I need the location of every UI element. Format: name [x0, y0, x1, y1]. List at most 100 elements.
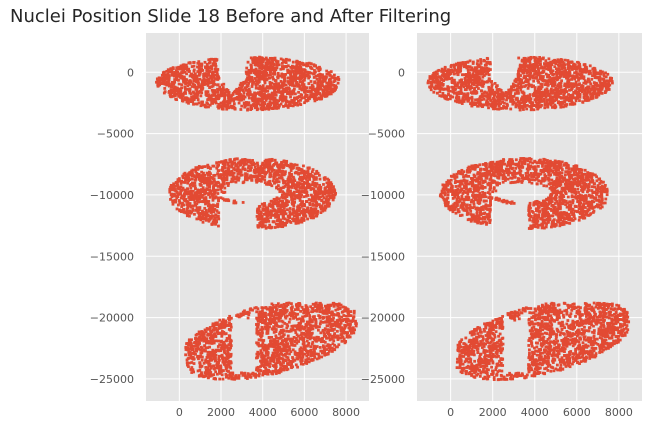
scatter-point — [327, 204, 331, 208]
scatter-point — [309, 80, 313, 83]
scatter-point — [295, 167, 299, 170]
scatter-point — [322, 91, 325, 95]
scatter-point — [182, 63, 186, 67]
scatter-point — [224, 100, 228, 104]
scatter-point — [195, 77, 199, 81]
scatter-point — [178, 201, 182, 205]
scatter-point — [268, 86, 271, 90]
scatter-point — [267, 103, 271, 107]
scatter-point — [324, 91, 328, 95]
scatter-point — [308, 95, 312, 99]
scatter-point — [269, 95, 273, 99]
scatter-point — [256, 82, 259, 86]
scatter-point — [209, 172, 212, 176]
scatter-point — [273, 89, 276, 92]
scatter-point — [222, 175, 226, 179]
scatter-point — [217, 199, 220, 203]
scatter-point — [270, 167, 274, 171]
scatter-point — [238, 89, 241, 93]
scatter-point — [298, 64, 302, 68]
scatter-point — [206, 65, 210, 69]
scatter-point — [311, 202, 315, 206]
scatter-point — [304, 93, 308, 97]
scatter-point — [187, 99, 191, 102]
scatter-point — [242, 91, 246, 95]
scatter-point — [203, 206, 207, 210]
scatter-point — [199, 104, 203, 108]
scatter-point — [250, 107, 253, 111]
scatter-point — [227, 91, 231, 94]
scatter-point — [329, 181, 333, 184]
scatter-point — [254, 170, 258, 174]
scatter-point — [300, 70, 304, 74]
scatter-point — [192, 91, 196, 95]
scatter-point — [261, 73, 265, 77]
scatter-point — [286, 80, 290, 83]
scatter-point — [308, 71, 312, 75]
scatter-point — [189, 72, 193, 76]
scatter-point — [192, 194, 196, 198]
scatter-point — [192, 64, 196, 68]
scatter-point — [261, 177, 264, 181]
scatter-point — [261, 102, 265, 106]
scatter-point — [255, 209, 259, 213]
scatter-point — [319, 87, 323, 91]
scatter-point — [266, 217, 270, 221]
scatter-point — [169, 197, 172, 201]
scatter-point — [306, 73, 310, 77]
scatter-point — [188, 214, 191, 218]
scatter-point — [167, 70, 171, 73]
scatter-point — [193, 83, 197, 87]
scatter-point — [197, 84, 201, 88]
scatter-point — [322, 183, 325, 186]
scatter-point — [294, 77, 298, 80]
scatter-point — [267, 66, 271, 70]
scatter-point — [241, 83, 245, 87]
scatter-point — [244, 88, 248, 92]
scatter-point — [213, 94, 216, 97]
scatter-point — [176, 203, 180, 207]
scatter-point — [311, 168, 315, 172]
scatter-point — [272, 106, 276, 110]
scatter-point — [222, 99, 226, 103]
scatter-point — [248, 158, 251, 162]
scatter-point — [190, 97, 194, 101]
scatter-point — [180, 66, 183, 70]
scatter-point — [208, 179, 212, 183]
scatter-point — [325, 181, 329, 185]
scatter-point — [240, 173, 244, 177]
scatter-point — [291, 104, 295, 108]
scatter-point — [187, 195, 191, 199]
scatter-point — [211, 198, 215, 202]
scatter-point — [316, 89, 320, 93]
scatter-point — [275, 62, 279, 65]
scatter-point — [252, 69, 256, 72]
scatter-point — [203, 78, 206, 82]
scatter-point — [243, 86, 247, 90]
scatter-point — [237, 86, 241, 90]
scatter-point — [178, 66, 182, 70]
scatter-point — [261, 58, 265, 62]
scatter-point — [286, 92, 289, 96]
scatter-point — [181, 99, 185, 103]
scatter-point — [262, 106, 266, 110]
scatter-point — [299, 98, 302, 102]
scatter-point — [246, 83, 249, 87]
scatter-point — [158, 80, 162, 84]
scatter-point — [193, 85, 196, 89]
scatter-point — [180, 83, 184, 87]
scatter-point — [233, 89, 237, 93]
scatter-point — [174, 97, 178, 101]
scatter-point — [298, 71, 302, 75]
scatter-point — [191, 82, 195, 86]
scatter-point — [189, 204, 193, 208]
scatter-point — [222, 92, 226, 96]
scatter-point — [237, 94, 241, 98]
scatter-point — [160, 78, 164, 82]
scatter-point — [175, 190, 179, 194]
scatter-point — [205, 90, 209, 94]
scatter-point — [314, 70, 317, 74]
scatter-point — [249, 75, 252, 79]
scatter-point — [276, 75, 279, 79]
scatter-point — [318, 76, 322, 80]
